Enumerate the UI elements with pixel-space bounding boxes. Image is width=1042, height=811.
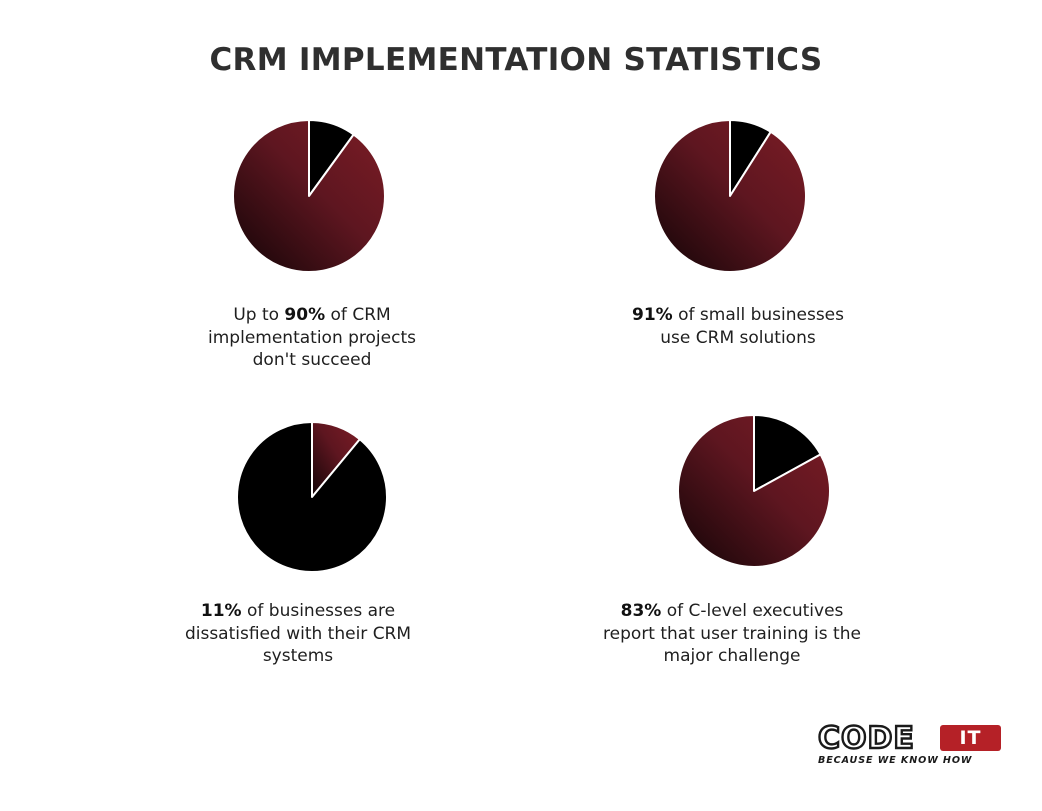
caption-text: of small businesses [672, 305, 844, 325]
pie-slice-dissatisfied-black [236, 421, 388, 573]
caption-executives: 83% of C-level executives report that use… [582, 600, 882, 668]
pie-slice-small-businesses-red [653, 119, 807, 273]
logo-box: IT [940, 725, 1001, 751]
caption-line: implementation projects [208, 327, 416, 348]
caption-text: of C-level executives [661, 601, 844, 621]
caption-line: use CRM solutions [660, 327, 816, 348]
caption-projects: Up to 90% of CRM implementation projects d… [162, 304, 462, 372]
caption-text: of CRM [325, 305, 391, 325]
pie-chart-executives [677, 414, 831, 568]
caption-percentage: 83% [620, 601, 662, 621]
caption-text: of businesses are [241, 601, 396, 621]
logo-tagline: BECAUSE WE KNOW HOW [818, 755, 973, 766]
caption-line: systems [262, 646, 334, 666]
caption-percentage: 90% [284, 305, 326, 325]
pie-chart-small-businesses [653, 119, 807, 273]
caption-line: 11% of businesses are [148, 600, 448, 623]
caption-line: dissatisfied with their CRM [184, 623, 412, 644]
pie-chart-projects [232, 119, 386, 273]
logo-word: CODE [817, 720, 915, 756]
caption-line: report that user training is the [603, 623, 861, 644]
caption-line: 83% of C-level executives [582, 600, 882, 623]
page-title: CRM IMPLEMENTATION STATISTICS [209, 42, 823, 78]
caption-percentage: 11% [200, 601, 242, 621]
caption-line: Up to 90% of CRM [162, 304, 462, 327]
pie-slice-projects-red [232, 119, 386, 273]
caption-line: major challenge [663, 646, 801, 666]
caption-prefix: Up to [233, 305, 285, 325]
pie-chart-dissatisfied [236, 421, 388, 573]
code-it-logo: CODE IT BECAUSE WE KNOW HOW [817, 720, 1008, 772]
pie-slice-executives-red [677, 414, 831, 568]
caption-small-businesses: 91% of small businesses use CRM solutions [588, 304, 888, 349]
caption-line: don't succeed [252, 350, 372, 370]
caption-percentage: 91% [632, 305, 673, 325]
caption-dissatisfied: 11% of businesses are dissatisfied with t… [148, 600, 448, 668]
caption-line: 91% of small businesses [588, 304, 888, 327]
pie-slice-executives-black [753, 414, 822, 492]
